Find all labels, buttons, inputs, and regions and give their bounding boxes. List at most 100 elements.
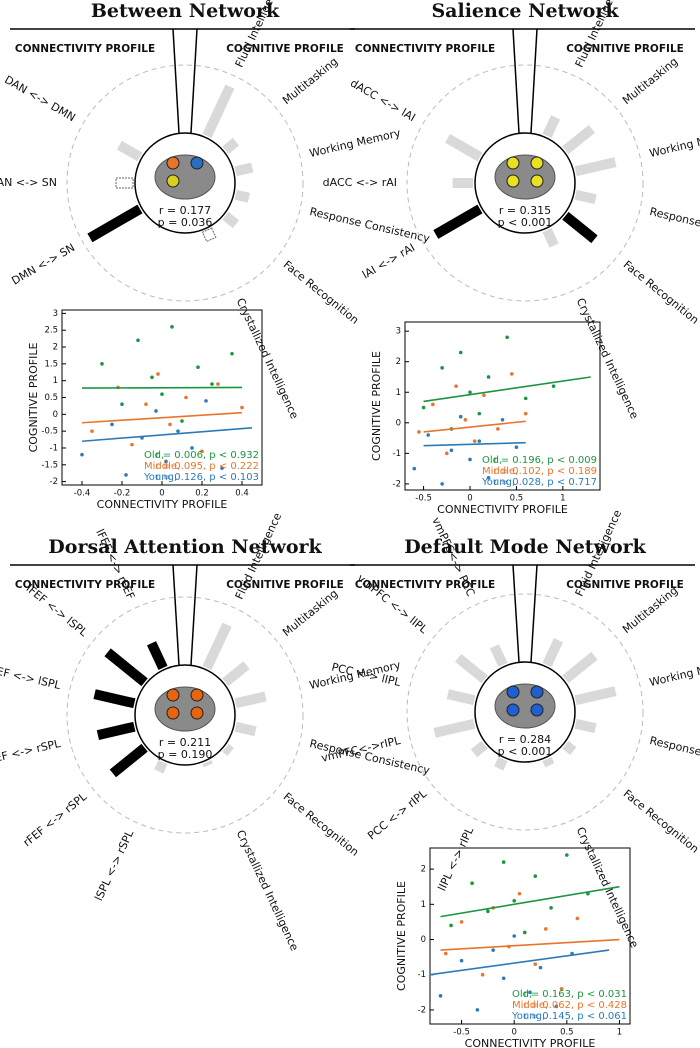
data-point xyxy=(144,402,148,407)
data-point xyxy=(444,451,449,456)
data-point xyxy=(156,372,160,376)
cognitive-label: Response Consistency xyxy=(648,205,700,245)
y-tick-label: 2 xyxy=(53,343,58,353)
cognitive-label: Multitasking xyxy=(620,584,680,636)
data-point xyxy=(90,429,94,433)
fit-line xyxy=(440,885,620,918)
profile-bar xyxy=(234,691,267,709)
x-tick-label: 0 xyxy=(511,1028,516,1038)
y-tick-label: -0.5 xyxy=(41,427,58,437)
x-tick-label: 0.4 xyxy=(235,489,249,499)
y-tick-label: 1 xyxy=(421,900,426,910)
data-point xyxy=(440,482,444,486)
data-point xyxy=(421,405,426,410)
brain-node xyxy=(166,174,180,188)
connectivity-label: DAN <-> DMN xyxy=(2,73,77,124)
data-point xyxy=(533,874,538,878)
data-point xyxy=(514,445,519,450)
brain-node xyxy=(530,174,544,188)
header-rule xyxy=(172,28,180,134)
data-point xyxy=(240,405,244,410)
data-point xyxy=(210,382,214,386)
y-tick-label: -1 xyxy=(393,449,401,459)
profile-bar xyxy=(222,743,234,756)
y-tick-label: -2 xyxy=(393,479,401,489)
brain-image xyxy=(494,154,556,200)
profile-bar xyxy=(494,757,508,771)
data-point xyxy=(459,958,464,963)
header-rule xyxy=(190,28,198,134)
data-point xyxy=(554,1004,559,1009)
profile-bar xyxy=(234,721,257,737)
stat-label: r = 0.211 xyxy=(159,736,211,749)
fit-line xyxy=(423,376,591,403)
profile-bar xyxy=(234,162,254,177)
brain-image xyxy=(154,686,216,732)
cognitive-label: Response Consistency xyxy=(308,205,431,245)
cognitive-label: Response Consistency xyxy=(648,734,700,774)
legend-name: Young, xyxy=(143,472,177,483)
data-point xyxy=(551,384,556,388)
connectivity-label: dACC <-> rAI xyxy=(323,176,397,189)
stat-label: p = 0.036 xyxy=(158,216,213,229)
left-header: CONNECTIVITY PROFILE xyxy=(355,579,495,591)
right-header: COGNITIVE PROFILE xyxy=(226,43,344,55)
profile-bar xyxy=(222,137,240,155)
data-point xyxy=(120,402,124,407)
profile-bar xyxy=(446,689,476,706)
y-axis-label: COGNITIVE PROFILE xyxy=(370,351,383,461)
cognitive-label: Face Recognition xyxy=(281,258,362,327)
scale-circle xyxy=(406,64,644,302)
data-point xyxy=(80,452,84,457)
profile-bar xyxy=(562,211,598,244)
legend-name: Middle, xyxy=(512,1000,548,1011)
scale-circle xyxy=(406,593,644,831)
stat-label: p < 0.001 xyxy=(498,745,553,758)
data-point xyxy=(164,459,168,464)
profile-bar xyxy=(93,689,136,709)
data-point xyxy=(463,417,468,422)
stat-label: r = 0.284 xyxy=(499,733,551,746)
profile-bar xyxy=(574,189,597,205)
connectivity-label: lFEF <-> rSPL xyxy=(0,737,62,767)
data-point xyxy=(150,375,154,380)
profile-bar xyxy=(542,228,559,248)
fit-line xyxy=(429,949,610,976)
x-tick-label: -0.2 xyxy=(114,489,131,499)
cognitive-label: Face Recognition xyxy=(281,790,362,859)
data-point xyxy=(512,899,517,903)
data-point xyxy=(501,860,506,864)
header-rule xyxy=(172,564,180,666)
data-point xyxy=(196,365,200,370)
y-tick-label: -2 xyxy=(50,477,58,487)
data-point xyxy=(522,930,527,935)
profile-bar xyxy=(87,204,143,243)
y-tick-label: 1 xyxy=(53,376,58,386)
cognitive-label: Working Memory xyxy=(308,126,402,160)
data-point xyxy=(431,402,435,407)
data-point xyxy=(475,1008,480,1012)
header-rule xyxy=(530,564,538,663)
legend-name: Old, xyxy=(512,989,532,1000)
right-header: COGNITIVE PROFILE xyxy=(566,43,684,55)
data-point xyxy=(412,466,417,471)
brain-node xyxy=(530,685,544,699)
data-point xyxy=(565,853,569,857)
cognitive-label: Face Recognition xyxy=(621,258,700,327)
profile-bar xyxy=(542,638,564,667)
fit-line xyxy=(423,420,526,433)
data-point xyxy=(190,446,194,450)
legend-stat: r = 0.006, p < 0.932 xyxy=(155,450,259,461)
x-tick-label: 0.2 xyxy=(195,489,209,499)
brain-node xyxy=(530,156,544,170)
x-axis-label: CONNECTIVITY PROFILE xyxy=(437,503,568,516)
data-point xyxy=(528,990,532,995)
brain-image xyxy=(494,683,556,729)
data-point xyxy=(509,372,514,376)
data-point xyxy=(100,362,104,366)
data-point xyxy=(154,409,158,413)
y-tick-label: -1 xyxy=(418,970,426,980)
data-point xyxy=(523,396,528,401)
data-point xyxy=(459,920,464,924)
cognitive-label: Crystallized Intelligence xyxy=(574,825,642,950)
